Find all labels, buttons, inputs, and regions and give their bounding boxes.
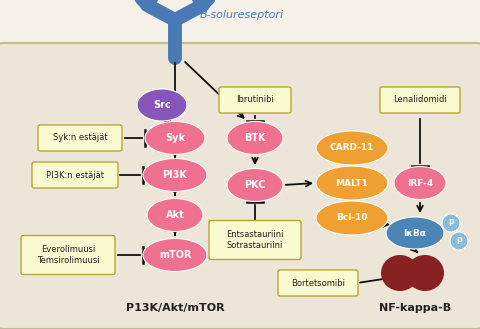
Ellipse shape bbox=[381, 255, 419, 291]
Text: MALT1: MALT1 bbox=[336, 179, 368, 188]
Text: IκBα: IκBα bbox=[404, 229, 427, 238]
Ellipse shape bbox=[145, 121, 205, 155]
Text: Bortetsomibi: Bortetsomibi bbox=[291, 279, 345, 288]
Text: Akt: Akt bbox=[166, 210, 184, 220]
Text: NF-kappa-B: NF-kappa-B bbox=[379, 303, 451, 313]
Text: Bcl-10: Bcl-10 bbox=[336, 214, 368, 222]
Text: PI3K:n estäjät: PI3K:n estäjät bbox=[46, 170, 104, 180]
FancyBboxPatch shape bbox=[0, 43, 480, 329]
Ellipse shape bbox=[386, 217, 444, 249]
Text: PI3K: PI3K bbox=[163, 170, 187, 180]
Ellipse shape bbox=[227, 168, 283, 201]
Text: P: P bbox=[448, 218, 454, 227]
Text: Syk: Syk bbox=[165, 133, 185, 143]
Text: CARD-11: CARD-11 bbox=[330, 143, 374, 153]
FancyBboxPatch shape bbox=[32, 162, 118, 188]
Text: B-solureseptori: B-solureseptori bbox=[200, 10, 284, 20]
FancyBboxPatch shape bbox=[38, 125, 122, 151]
Ellipse shape bbox=[316, 131, 388, 165]
Ellipse shape bbox=[227, 121, 283, 155]
Text: P: P bbox=[456, 237, 462, 245]
Text: IRF-4: IRF-4 bbox=[407, 179, 433, 188]
Text: PKC: PKC bbox=[244, 180, 266, 190]
Ellipse shape bbox=[143, 239, 207, 271]
Text: Ibrutinibi: Ibrutinibi bbox=[236, 95, 274, 105]
Ellipse shape bbox=[316, 201, 388, 235]
Ellipse shape bbox=[450, 232, 468, 250]
Text: BTK: BTK bbox=[244, 133, 266, 143]
Ellipse shape bbox=[147, 198, 203, 232]
Ellipse shape bbox=[442, 214, 460, 232]
Text: Lenalidomidi: Lenalidomidi bbox=[393, 95, 447, 105]
Ellipse shape bbox=[316, 166, 388, 200]
Text: Everolimuusi
Temsirolimuusi: Everolimuusi Temsirolimuusi bbox=[36, 245, 99, 265]
Text: P13K/Akt/mTOR: P13K/Akt/mTOR bbox=[126, 303, 224, 313]
FancyBboxPatch shape bbox=[209, 220, 301, 260]
Text: Src: Src bbox=[153, 100, 171, 110]
Text: Entsastauriini
Sotrastauriini: Entsastauriini Sotrastauriini bbox=[226, 230, 284, 250]
FancyBboxPatch shape bbox=[21, 236, 115, 274]
Ellipse shape bbox=[143, 159, 207, 191]
FancyBboxPatch shape bbox=[278, 270, 358, 296]
Text: mTOR: mTOR bbox=[159, 250, 191, 260]
Ellipse shape bbox=[394, 166, 446, 199]
FancyBboxPatch shape bbox=[219, 87, 291, 113]
Ellipse shape bbox=[137, 89, 187, 121]
Ellipse shape bbox=[406, 255, 444, 291]
FancyBboxPatch shape bbox=[380, 87, 460, 113]
Text: Syk:n estäjät: Syk:n estäjät bbox=[53, 134, 108, 142]
